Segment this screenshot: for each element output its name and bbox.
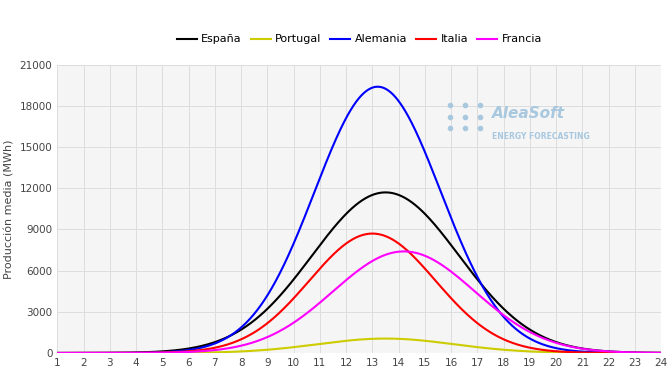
- Portugal: [347, 338, 355, 343]
- Italia: [368, 231, 376, 236]
- España: [640, 350, 648, 355]
- Italia: [529, 346, 537, 350]
- Line: España: España: [57, 192, 661, 353]
- Alemania: [640, 351, 648, 355]
- España: [53, 351, 61, 355]
- Francia: [53, 351, 61, 355]
- España: [529, 329, 537, 334]
- Line: Francia: Francia: [57, 251, 661, 353]
- Alemania: [53, 351, 61, 355]
- Francia: [657, 350, 665, 355]
- Portugal: [382, 336, 390, 341]
- Alemania: [374, 84, 382, 89]
- Francia: [640, 350, 648, 355]
- Text: ENERGY FORECASTING: ENERGY FORECASTING: [492, 132, 590, 141]
- Line: Portugal: Portugal: [57, 339, 661, 353]
- Italia: [347, 238, 355, 243]
- España: [382, 190, 390, 195]
- Francia: [640, 350, 648, 355]
- Alemania: [84, 351, 92, 355]
- Portugal: [657, 351, 665, 355]
- Portugal: [640, 351, 648, 355]
- Portugal: [529, 349, 537, 354]
- Francia: [84, 351, 92, 355]
- Alemania: [347, 107, 355, 112]
- Alemania: [529, 338, 537, 343]
- Portugal: [640, 351, 648, 355]
- España: [657, 350, 665, 355]
- Francia: [529, 331, 537, 336]
- Francia: [347, 274, 355, 278]
- Francia: [331, 288, 339, 292]
- España: [640, 350, 648, 355]
- Italia: [640, 351, 648, 355]
- Italia: [657, 351, 665, 355]
- Portugal: [53, 351, 61, 355]
- Legend: España, Portugal, Alemania, Italia, Francia: España, Portugal, Alemania, Italia, Fran…: [172, 30, 546, 49]
- España: [347, 207, 355, 211]
- Italia: [84, 351, 92, 355]
- Alemania: [331, 139, 339, 144]
- Portugal: [331, 340, 339, 344]
- España: [331, 224, 339, 228]
- Alemania: [640, 351, 648, 355]
- Y-axis label: Producción media (MWh): Producción media (MWh): [4, 139, 14, 279]
- Alemania: [657, 351, 665, 355]
- Portugal: [84, 351, 92, 355]
- España: [84, 351, 92, 355]
- Italia: [640, 351, 648, 355]
- Francia: [400, 249, 408, 254]
- Italia: [53, 351, 61, 355]
- Text: AleaSoft: AleaSoft: [492, 106, 565, 121]
- Line: Alemania: Alemania: [57, 87, 661, 353]
- Italia: [331, 251, 339, 255]
- Line: Italia: Italia: [57, 234, 661, 353]
